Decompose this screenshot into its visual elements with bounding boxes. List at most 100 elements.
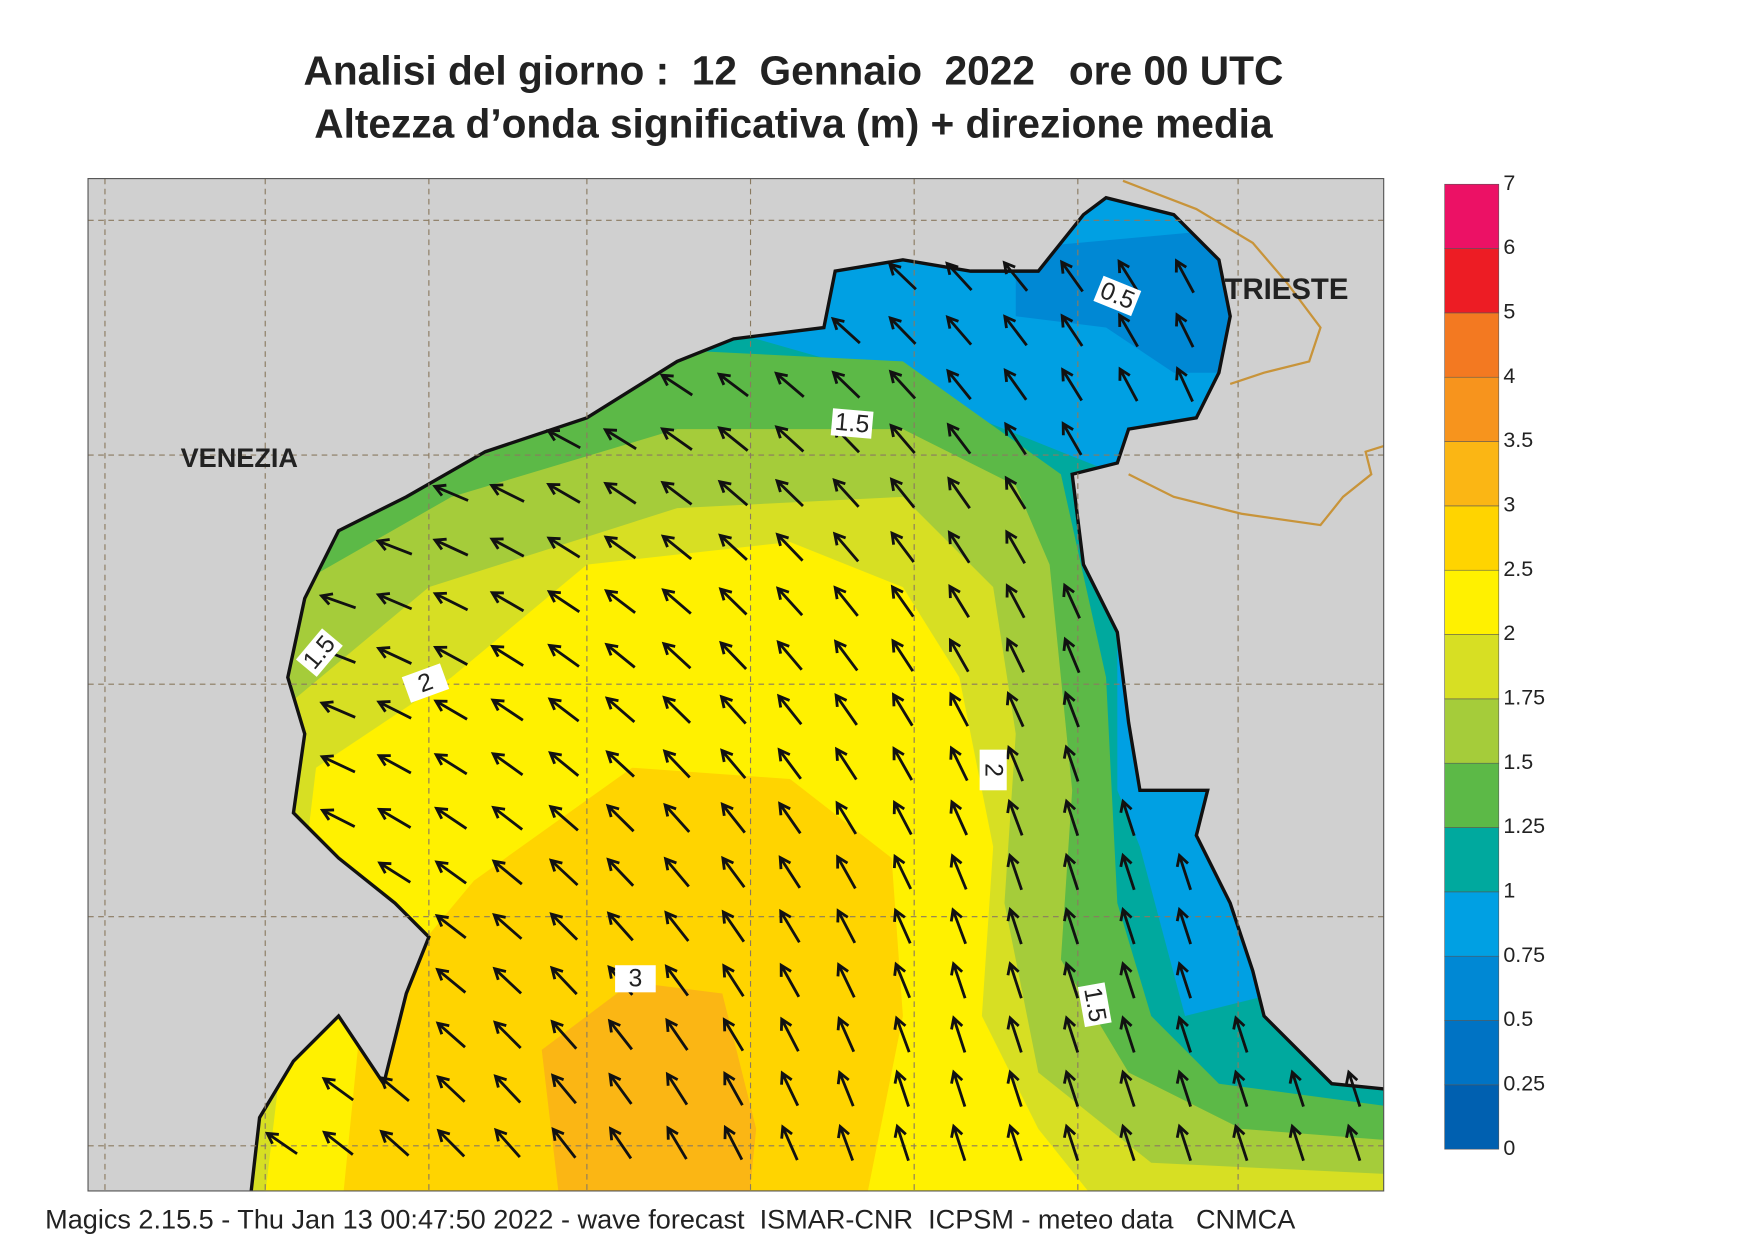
arrow <box>893 961 912 999</box>
arrow <box>546 536 581 559</box>
arrow <box>602 428 637 450</box>
arrow <box>893 1015 911 1053</box>
arrow <box>604 696 636 724</box>
arrow <box>661 641 692 670</box>
map-frame <box>87 178 1385 1192</box>
arrow <box>1062 636 1081 674</box>
arrow <box>491 805 524 831</box>
label-box <box>1093 275 1142 317</box>
arrow <box>949 745 969 782</box>
arrow <box>1004 475 1027 510</box>
arrow <box>949 691 969 727</box>
arrow <box>1006 1123 1023 1162</box>
arrow <box>892 853 913 890</box>
arrow <box>662 695 692 724</box>
coastline <box>249 195 1384 1191</box>
arrow <box>1175 1069 1192 1107</box>
arrow <box>1006 961 1023 999</box>
contour-value: 2 <box>979 763 1006 777</box>
label-box <box>295 628 343 677</box>
arrow <box>550 1073 577 1105</box>
arrow <box>834 692 858 726</box>
arrow <box>662 749 691 779</box>
arrow <box>603 535 637 560</box>
arrow <box>1175 1123 1192 1162</box>
arrow <box>892 746 914 781</box>
colorbar-box <box>1444 569 1500 635</box>
arrow <box>721 909 746 943</box>
arrow <box>718 533 748 561</box>
colorbar-label: 0.75 <box>1503 943 1545 967</box>
arrow <box>1119 961 1136 999</box>
arrow <box>889 477 916 509</box>
colorbar-label: 5 <box>1503 300 1515 324</box>
arrow <box>892 799 913 836</box>
arrow <box>1175 852 1192 891</box>
label-box <box>979 749 1007 791</box>
arrow <box>717 426 749 452</box>
arrow <box>377 861 412 884</box>
arrow <box>947 530 971 564</box>
colorbar-box <box>1444 183 1500 249</box>
arrow <box>1062 961 1080 999</box>
arrow <box>1119 1123 1136 1162</box>
contour-value: 3 <box>629 965 643 992</box>
label-box <box>401 663 450 703</box>
arrow <box>1006 1015 1023 1053</box>
border <box>1128 444 1384 527</box>
arrow <box>551 1127 577 1159</box>
arrow <box>660 480 693 506</box>
arrow <box>548 804 579 832</box>
arrow <box>1061 367 1083 402</box>
arrow <box>1062 582 1081 619</box>
colorbar-label: 2 <box>1503 621 1515 645</box>
arrow <box>893 1069 910 1107</box>
arrow <box>491 859 523 886</box>
arrow <box>831 370 861 399</box>
arrow <box>1062 1123 1080 1162</box>
arrow <box>836 854 857 890</box>
colorbar-box <box>1444 1084 1500 1150</box>
arrow <box>435 967 467 994</box>
arrow <box>835 746 858 781</box>
arrow <box>604 642 636 669</box>
arrow <box>949 799 968 836</box>
colorbar-label: 0.25 <box>1503 1072 1545 1096</box>
arrow <box>836 908 857 944</box>
arrow <box>608 1072 633 1105</box>
arrow <box>1345 1069 1362 1107</box>
arrow <box>489 591 525 613</box>
arrow <box>836 962 856 998</box>
arrow <box>376 754 412 775</box>
arrow <box>777 747 802 780</box>
arrow <box>548 751 580 777</box>
arrow <box>1003 368 1028 401</box>
subtitle: Altezza d’onda significativa (m) + direz… <box>314 100 1273 146</box>
arrow <box>376 700 412 720</box>
colorbar-box <box>1444 698 1500 764</box>
arrow <box>719 640 748 670</box>
contour-label: 1.5 <box>1077 982 1112 1028</box>
arrow <box>1232 1069 1249 1107</box>
arrow <box>603 481 637 505</box>
arrow <box>490 644 524 667</box>
arrow <box>776 639 803 671</box>
arrow <box>950 1069 967 1107</box>
arrow <box>1175 906 1192 945</box>
arrow <box>833 639 859 672</box>
arrow <box>545 429 581 450</box>
arrow <box>946 422 972 455</box>
arrow <box>836 1016 856 1053</box>
arrow <box>778 801 802 835</box>
arrow <box>489 483 525 503</box>
colorbar-box <box>1444 955 1500 1021</box>
arrow <box>949 853 968 890</box>
arrow <box>779 1016 800 1052</box>
arrow <box>888 315 917 345</box>
arrow <box>548 858 579 887</box>
colorbar-box <box>1444 827 1500 893</box>
arrow <box>607 1018 633 1051</box>
arrow <box>1175 366 1194 403</box>
arrow <box>835 800 858 835</box>
